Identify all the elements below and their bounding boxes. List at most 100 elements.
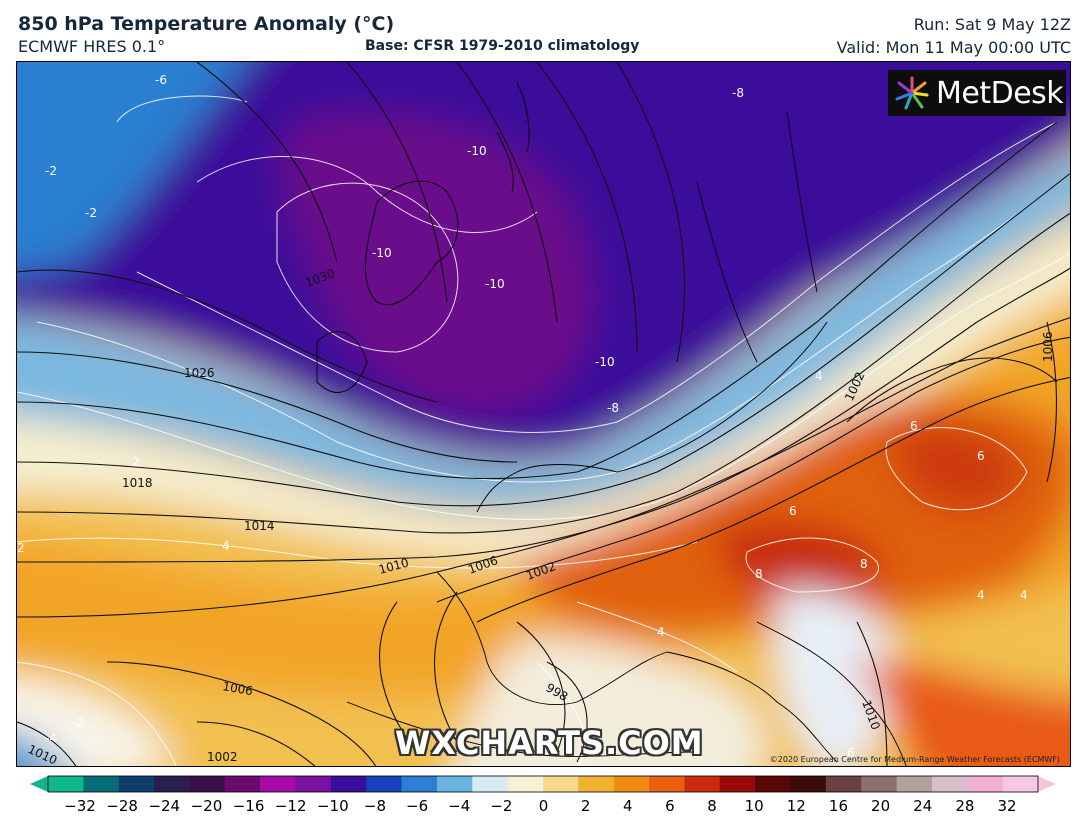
anomaly-label: 6 [789,504,797,518]
anomaly-label: -10 [485,277,505,291]
anomaly-label-layer: -6 -8 -10 -2 -2 -10 -10 -10 -8 2 4 2 -2 … [17,73,1028,760]
coastlines [316,81,907,766]
colorbar-tick-label: 4 [622,797,633,815]
colorbar-cell [48,776,84,792]
colorbar-cell [613,776,650,792]
colorbar-tick-label: −8 [363,797,387,815]
anomaly-label: 4 [657,625,665,639]
colorbar-cell [295,776,332,792]
colorbar-max-arrow [1038,776,1056,792]
colorbar-tick-label: 0 [538,797,549,815]
anomaly-label: 8 [860,557,868,571]
anomaly-label: 6 [847,746,855,760]
colorbar-tick-label: −4 [448,797,471,815]
anomaly-label: 8 [755,567,763,581]
colorbar-cell [790,776,827,792]
anomaly-label: 2 [17,541,25,555]
colorbar-cell [507,776,544,792]
colorbar-tick-label: 20 [871,797,891,815]
colorbar-cell [118,776,155,792]
isobar-label: 1002 [207,750,238,764]
colorbar-tick-label: −24 [148,797,181,815]
colorbar-tick-label: 16 [828,797,848,815]
run-time-label: Run: Sat 9 May 12Z [913,15,1071,34]
anomaly-label: -10 [372,246,392,260]
anomaly-label: -10 [467,144,487,158]
colorbar-cell [861,776,898,792]
colorbar-tick-label: 28 [955,797,975,815]
isobar-label: 1006 [221,679,254,698]
isobar-label: 1014 [244,519,275,533]
colorbar-cell [472,776,509,792]
colorbar-tick-label: 2 [580,797,591,815]
colorbar-tick-label: −32 [64,797,96,815]
metdesk-logo: MetDesk [888,70,1066,116]
colorbar-tick-label: 8 [707,797,717,815]
colorbar-cell [224,776,261,792]
anomaly-label: 6 [910,419,918,433]
anomaly-label: -10 [595,355,615,369]
metdesk-logo-text: MetDesk [936,75,1064,111]
copyright-notice: ©2020 European Centre for Medium-Range W… [769,755,1060,764]
isobar-label: 1006 [1041,331,1055,362]
colorbar-tick-label: 10 [744,797,764,815]
colorbar-cell [684,776,721,792]
colorbar-tick-label: −20 [190,797,223,815]
colorbar-tick-label: −10 [316,797,349,815]
colorbar-cell [967,776,1004,792]
anomaly-label: -2 [45,164,57,178]
map-canvas: 1030 1026 1018 1014 1010 1006 1002 998 1… [17,62,1070,766]
anomaly-contours [17,95,1070,766]
colorbar-tick-label: −2 [490,797,513,815]
colorbar-cells [48,776,1039,792]
colorbar-cell [401,776,438,792]
colorbar-tick-label: 24 [913,797,933,815]
metdesk-star-icon [895,76,929,110]
anomaly-label: 4 [977,588,985,602]
isobar-label: 1018 [122,476,153,490]
anomaly-label: 4 [815,369,823,383]
colorbar-cell [260,776,296,792]
colorbar-cell [189,776,226,792]
colorbar-cell [83,776,120,792]
colorbar-tick-label: −6 [406,797,429,815]
colorbar-cell [543,776,579,792]
colorbar-tick-label: 6 [665,797,675,815]
colorbar-cell [578,776,615,792]
colorbar-cell [154,776,190,792]
colorbar-tick-label: −16 [232,797,265,815]
anomaly-label: 4 [1020,588,1028,602]
anomaly-label: -8 [607,401,619,415]
isobar-label: 1026 [184,366,215,380]
colorbar-cell [436,776,473,792]
anomaly-label: 4 [222,539,230,553]
anomaly-label: -4 [45,731,57,745]
anomaly-label: -2 [72,716,84,730]
colorbar-cell [366,776,403,792]
colorbar-tick-label: −12 [274,797,307,815]
wxcharts-watermark: WXCHARTS.COM [395,724,704,762]
colorbar-tick-label: −28 [106,797,138,815]
colorbar-cell [896,776,933,792]
model-label: ECMWF HRES 0.1° [18,37,166,56]
colorbar-cell [755,776,791,792]
colorbar-cell [825,776,862,792]
chart-title: 850 hPa Temperature Anomaly (°C) [18,13,395,35]
valid-time-label: Valid: Mon 11 May 00:00 UTC [836,38,1071,57]
anomaly-label: 2 [132,455,140,469]
climatology-base-label: Base: CFSR 1979-2010 climatology [365,38,640,54]
colorbar-min-arrow [30,776,48,792]
anomaly-label: 6 [977,449,985,463]
anomaly-label: -2 [85,206,97,220]
anomaly-label: -6 [155,73,167,87]
colorbar-cell [931,776,968,792]
anomaly-shading [17,62,1070,766]
colorbar-cell [1002,776,1039,792]
colorbar-cell [719,776,756,792]
isobars [17,62,1070,766]
anomaly-map: 1030 1026 1018 1014 1010 1006 1002 998 1… [16,61,1071,767]
colorbar [30,775,1056,793]
anomaly-label: -8 [732,86,744,100]
colorbar-tick-label: 12 [786,797,806,815]
colorbar-cell [330,776,367,792]
